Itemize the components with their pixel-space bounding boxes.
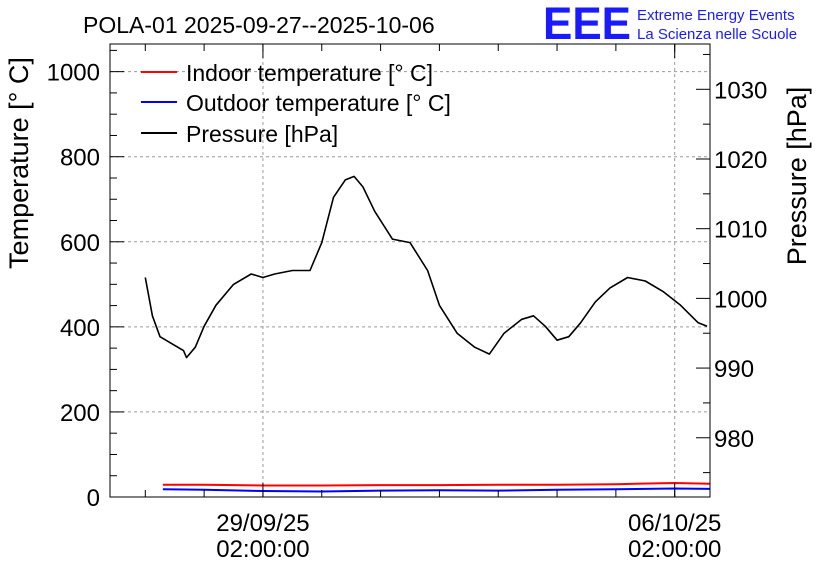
y-tick-label: 600 [60, 230, 100, 257]
logo-subtitle-2: La Scienza nelle Scuole [637, 26, 797, 43]
y-tick-label: 0 [87, 485, 100, 512]
legend-label-outdoor: Outdoor temperature [° C] [186, 90, 451, 116]
y2-tick-label: 1030 [714, 77, 767, 104]
legend-label-pressure: Pressure [hPa] [186, 121, 338, 147]
series-outdoor-line [162, 487, 711, 493]
y2-tick-label: 1020 [714, 147, 767, 174]
legend: Indoor temperature [° C] Outdoor tempera… [141, 60, 451, 147]
plot-frame [109, 43, 711, 498]
y2-tick-label: 1010 [714, 217, 767, 244]
y2-tick-label: 990 [714, 356, 754, 383]
x-tick-label-date: 29/09/25 [216, 510, 309, 537]
logo-subtitle-1: Extreme Energy Events [637, 7, 795, 24]
series-indoor-line [162, 482, 711, 487]
series-layer [144, 175, 711, 493]
eee-logo: EEE [543, 0, 631, 49]
y-tick-label: 800 [60, 145, 100, 172]
y-tick-label: 400 [60, 315, 100, 342]
x-tick-label-time: 02:00:00 [216, 536, 309, 563]
axes: 0 200 400 600 800 1000 980 990 1000 1010 1020 1030 2… [47, 44, 767, 563]
chart-title: POLA-01 2025-09-27--2025-10-06 [83, 12, 435, 38]
x-tick-label-time: 02:00:00 [628, 536, 721, 563]
y2-tick-label: 1000 [714, 286, 767, 313]
y-tick-label: 1000 [47, 60, 100, 87]
x-tick-label-date: 06/10/25 [628, 510, 721, 537]
y-tick-label: 200 [60, 400, 100, 427]
y-axis-label: Temperature [° C] [4, 57, 34, 269]
y2-axis-label: Pressure [hPa] [782, 87, 812, 266]
y2-tick-label: 980 [714, 426, 754, 453]
legend-label-indoor: Indoor temperature [° C] [186, 60, 433, 86]
series-pressure-line [144, 175, 708, 359]
